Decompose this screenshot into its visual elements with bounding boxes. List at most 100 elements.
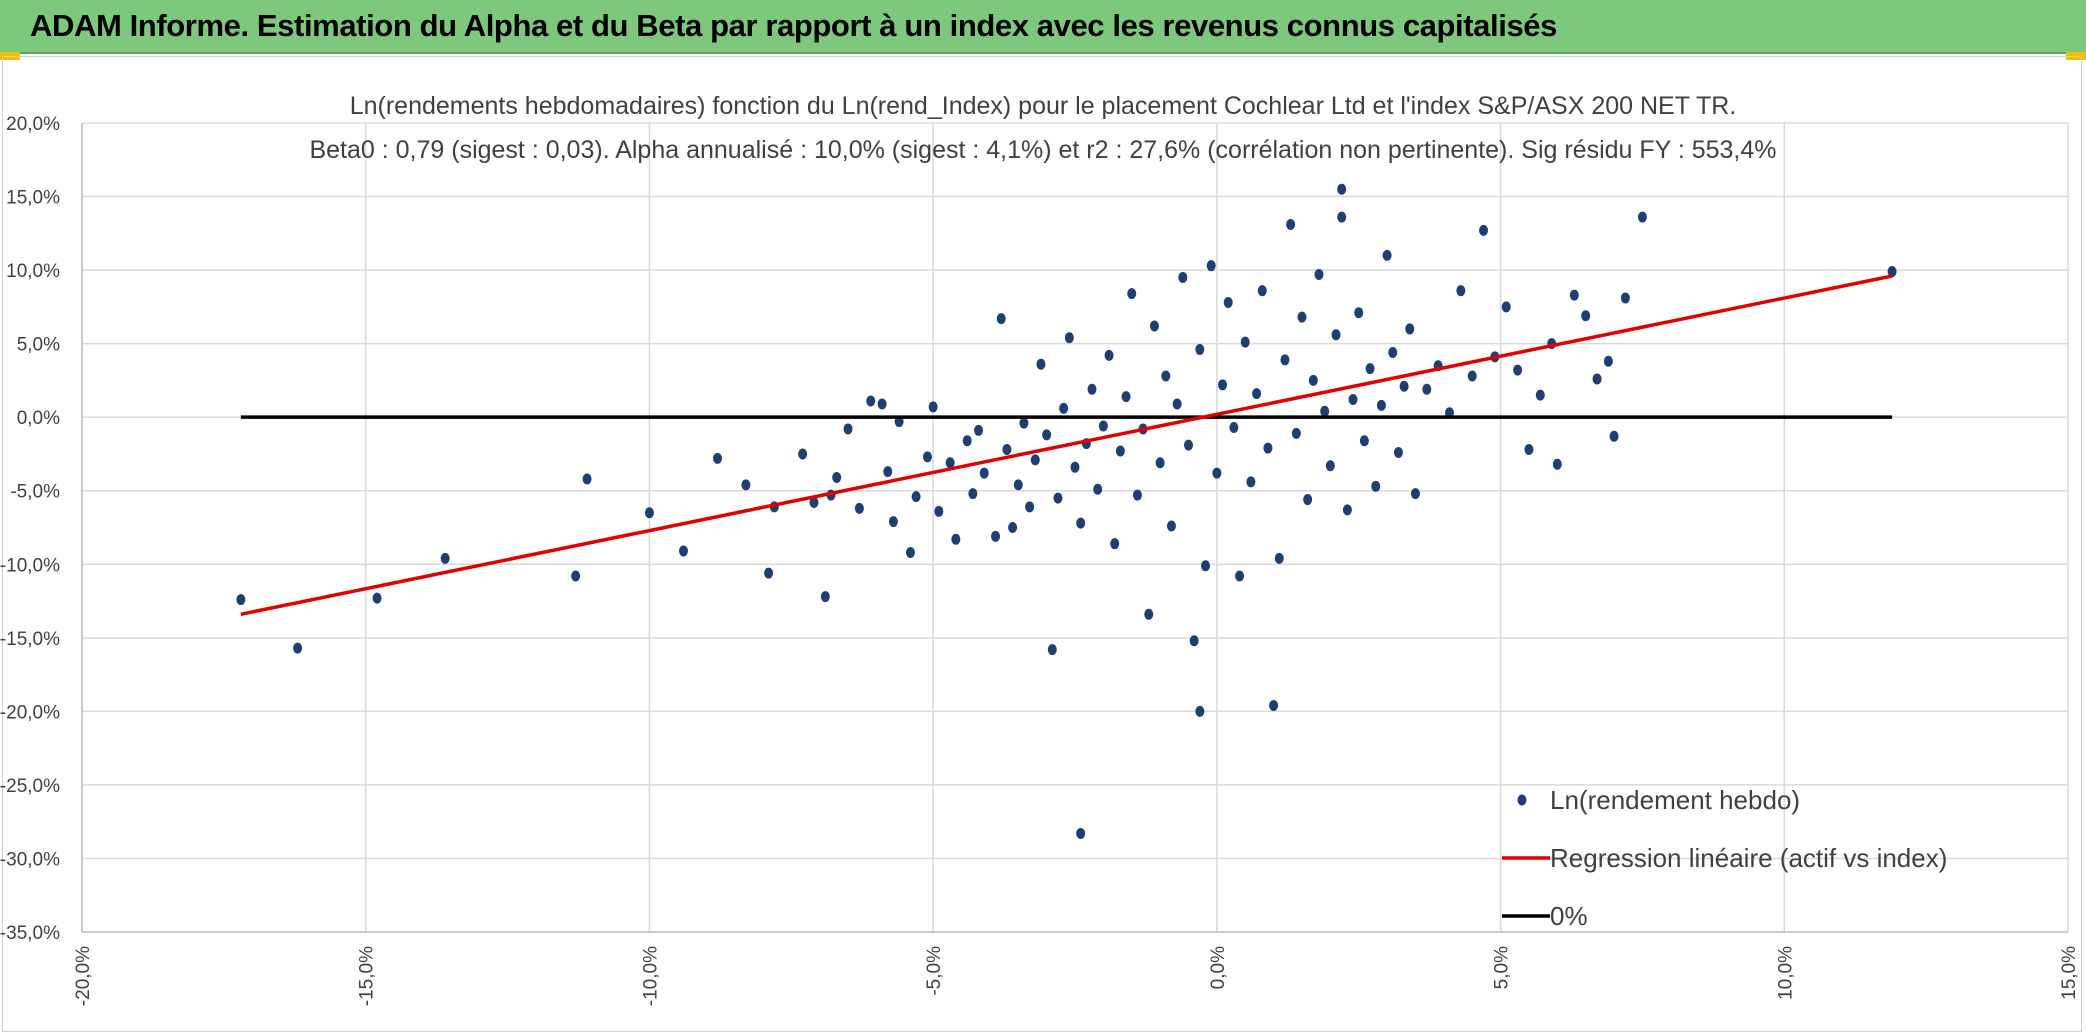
scatter-point bbox=[571, 570, 581, 582]
scatter-point bbox=[820, 591, 830, 603]
scatter-point bbox=[996, 313, 1006, 325]
scatter-point bbox=[1183, 439, 1193, 451]
y-tick-label: 20,0% bbox=[6, 114, 60, 135]
scatter-point bbox=[764, 567, 774, 579]
scatter-point bbox=[293, 642, 303, 654]
scatter-point bbox=[1064, 332, 1074, 344]
scatter-point bbox=[1592, 373, 1602, 385]
scatter-point bbox=[1047, 644, 1057, 656]
legend-label: Ln(rendement hebdo) bbox=[1550, 785, 1800, 815]
y-tick-label: -35,0% bbox=[0, 923, 60, 944]
scatter-point bbox=[1087, 383, 1097, 395]
y-tick-label: -5,0% bbox=[10, 482, 60, 503]
y-tick-label: -20,0% bbox=[0, 702, 60, 723]
y-tick-label: -30,0% bbox=[0, 849, 60, 870]
scatter-point bbox=[1172, 398, 1182, 410]
scatter-point bbox=[1036, 358, 1046, 370]
scatter-point bbox=[372, 592, 382, 604]
scatter-point bbox=[1609, 430, 1619, 442]
scatter-point bbox=[962, 435, 972, 447]
scatter-point bbox=[1042, 429, 1052, 441]
axes: 20,0% 15,0% 10,0% 5,0% 0,0% -5,0% -10,0% -15,0%… bbox=[0, 114, 2080, 1006]
scatter-point bbox=[1025, 501, 1035, 513]
scatter-point bbox=[968, 488, 978, 500]
scatter-point bbox=[1093, 483, 1103, 495]
scatter-point bbox=[832, 471, 842, 483]
scatter-point bbox=[1603, 355, 1613, 367]
legend-label: 0% bbox=[1550, 901, 1588, 931]
scatter-point bbox=[1059, 402, 1069, 414]
scatter-point bbox=[1280, 354, 1290, 366]
scatter-point bbox=[1479, 224, 1489, 236]
scatter-point bbox=[678, 545, 688, 557]
scatter-point bbox=[1637, 211, 1647, 223]
scatter-point bbox=[1286, 218, 1296, 230]
x-tick-label: 5,0% bbox=[1492, 946, 1513, 989]
scatter-point bbox=[928, 401, 938, 413]
chart-frame bbox=[2, 56, 2082, 1032]
scatter-point bbox=[1166, 520, 1176, 532]
x-tick-label: -15,0% bbox=[357, 946, 378, 1006]
scatter-point bbox=[798, 448, 808, 460]
scatter-point bbox=[1337, 183, 1347, 195]
scatter-point bbox=[951, 533, 961, 545]
scatter-point bbox=[1887, 266, 1897, 278]
scatter-point bbox=[1274, 552, 1284, 564]
scatter-point bbox=[741, 479, 751, 491]
scatter-point bbox=[713, 452, 723, 464]
scatter-point bbox=[888, 516, 898, 528]
chart-title: Ln(rendements hebdomadaires) fonction du… bbox=[350, 92, 1737, 120]
scatter-point bbox=[1121, 391, 1131, 403]
scatter-point bbox=[1371, 480, 1381, 492]
scatter-point bbox=[809, 496, 819, 508]
y-tick-label: 0,0% bbox=[17, 408, 60, 429]
x-tick-label: 15,0% bbox=[2059, 946, 2080, 1000]
x-tick-label: 10,0% bbox=[1775, 946, 1796, 1000]
scatter-point bbox=[934, 505, 944, 517]
x-tick-label: 0,0% bbox=[1208, 946, 1229, 989]
scatter-point bbox=[1393, 446, 1403, 458]
scatter-point bbox=[1178, 271, 1188, 283]
legend: Ln(rendement hebdo) Regression linéaire (… bbox=[1502, 785, 1947, 931]
scatter-point bbox=[1008, 522, 1018, 533]
scatter-point bbox=[883, 466, 893, 478]
scatter-point bbox=[1076, 827, 1086, 839]
x-tick-label: -10,0% bbox=[640, 946, 661, 1006]
scatter-point bbox=[1581, 310, 1591, 322]
scatter-point bbox=[1467, 370, 1477, 382]
legend-label: Regression linéaire (actif vs index) bbox=[1550, 843, 1947, 873]
scatter-point bbox=[1110, 538, 1120, 550]
scatter-point bbox=[1365, 363, 1375, 375]
scatter-point bbox=[922, 451, 932, 463]
scatter-point bbox=[1161, 370, 1171, 382]
scatter-point bbox=[1405, 323, 1415, 335]
scatter-point bbox=[1354, 307, 1364, 319]
scatter-point bbox=[979, 467, 989, 479]
scatter-point bbox=[1223, 296, 1233, 308]
scatter-point bbox=[582, 473, 592, 485]
scatter-point bbox=[1359, 435, 1369, 447]
scatter-point bbox=[1376, 399, 1386, 411]
scatter-point bbox=[1201, 560, 1211, 572]
scatter-point bbox=[1104, 349, 1114, 361]
legend-marker-scatter bbox=[1517, 794, 1527, 806]
scatter-point bbox=[1240, 336, 1250, 348]
scatter-point bbox=[1388, 346, 1398, 358]
scatter-point bbox=[843, 423, 853, 435]
y-tick-label: -25,0% bbox=[0, 776, 60, 797]
scatter-point bbox=[877, 398, 887, 410]
scatter-point bbox=[1189, 635, 1199, 647]
scatter-point bbox=[1053, 492, 1063, 504]
scatter-point bbox=[1314, 269, 1324, 281]
scatter-point bbox=[866, 395, 876, 407]
report-header: ADAM Informe. Estimation du Alpha et du … bbox=[0, 0, 2086, 54]
scatter-point bbox=[1569, 289, 1579, 301]
scatter-point bbox=[1456, 285, 1466, 297]
scatter-point bbox=[974, 424, 984, 436]
scatter-point bbox=[1422, 383, 1432, 395]
scatter-point bbox=[1235, 570, 1245, 582]
scatter-point bbox=[1320, 405, 1330, 417]
scatter-point bbox=[1098, 420, 1108, 432]
scatter-point bbox=[1303, 494, 1313, 506]
